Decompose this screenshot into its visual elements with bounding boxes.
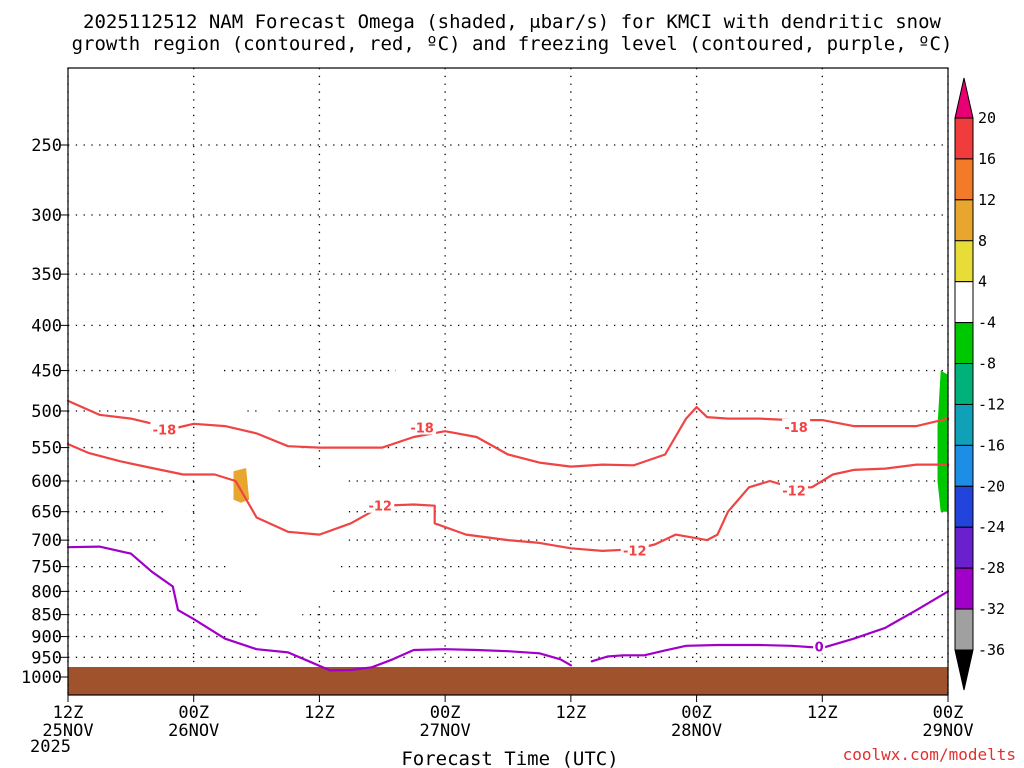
- colorbar-segment: [954, 403, 974, 446]
- contour-label-bg: [782, 418, 811, 434]
- y-tick-label: 500: [31, 402, 62, 422]
- colorbar-tick-label: -16: [978, 436, 1005, 454]
- x-tick-label-date: 29NOV: [922, 721, 973, 741]
- x-tick-label-time: 00Z: [430, 703, 461, 723]
- colorbar-tick-label: -4: [978, 314, 996, 332]
- y-tick-label: 350: [31, 265, 62, 285]
- y-tick-label: 1000: [21, 668, 62, 688]
- contour-label: -12: [782, 484, 806, 499]
- y-tick-label: 850: [31, 606, 62, 626]
- colorbar-segment: [954, 117, 974, 160]
- y-tick-label: 800: [31, 582, 62, 602]
- colorbar-tick-label: 8: [978, 232, 987, 250]
- omega-region: [172, 574, 186, 620]
- x-tick-label-time: 00Z: [178, 703, 209, 723]
- colorbar-segment: [954, 444, 974, 487]
- contour-label: -12: [623, 544, 647, 559]
- surface-ground: [68, 667, 948, 695]
- freezing-level-contour-line: [66, 545, 573, 672]
- y-tick-label: 450: [31, 362, 62, 382]
- colorbar-segment: [954, 526, 974, 569]
- y-tick-label: 550: [31, 439, 62, 459]
- plot-area: -18 -18 -18 -12 -12 -12 0: [66, 67, 950, 696]
- colorbar-tick-label: -32: [978, 600, 1005, 618]
- contour-labels: -18 -18 -18 -12 -12 -12 0: [150, 418, 826, 656]
- contour-label-bg: [813, 638, 826, 654]
- plot-frame: [67, 67, 949, 696]
- colorbar-segment: [954, 485, 974, 528]
- omega-region: [195, 334, 349, 624]
- omega-region: [233, 468, 250, 503]
- contour-label: -18: [784, 421, 808, 436]
- colorbar-tick-label: -36: [978, 641, 1005, 659]
- colorbar-tick-label: 12: [978, 191, 996, 209]
- colorbar-tick-label: -12: [978, 395, 1005, 413]
- colorbar-tick-label: -20: [978, 477, 1005, 495]
- colorbar-segment: [954, 322, 974, 365]
- chart-title-line-1: 2025112512 NAM Forecast Omega (shaded, μ…: [83, 11, 941, 33]
- freezing-level-contours: [66, 545, 950, 672]
- chart-title-line-2: growth region (contoured, red, ºC) and f…: [72, 33, 953, 55]
- x-tick-label-time: 12Z: [807, 703, 838, 723]
- colorbar-segment: [954, 240, 974, 283]
- y-axis: 2503003504004505005506006507007508008509…: [21, 136, 68, 688]
- colorbar-segment: [954, 608, 974, 651]
- colorbar-bottom-arrow: [954, 649, 974, 691]
- colorbar-segment: [954, 567, 974, 610]
- gridlines: [67, 68, 949, 695]
- colorbar-tick-label: -24: [978, 518, 1005, 536]
- contour-label-bg: [408, 419, 437, 435]
- colorbar-segment: [954, 158, 974, 201]
- omega-shading: [159, 334, 948, 624]
- x-tick-label-time: 12Z: [555, 703, 586, 723]
- contour-label: -18: [410, 422, 434, 437]
- surface-layer: [68, 667, 948, 695]
- y-tick-label: 650: [31, 503, 62, 523]
- contour-label: -18: [153, 424, 177, 439]
- x-tick-label-date: 27NOV: [420, 721, 471, 741]
- contour-label-bg: [366, 497, 395, 513]
- y-tick-label: 250: [31, 136, 62, 156]
- freezing-level-contour-line: [590, 590, 950, 663]
- y-tick-label: 400: [31, 316, 62, 336]
- y-tick-label: 300: [31, 206, 62, 226]
- x-tick-label-time: 12Z: [304, 703, 335, 723]
- contour-label-bg: [620, 542, 649, 558]
- y-tick-label: 700: [31, 531, 62, 551]
- colorbar-segment: [954, 199, 974, 242]
- x-axis-title: Forecast Time (UTC): [401, 748, 618, 768]
- colorbar-tick-label: -8: [978, 355, 996, 373]
- x-tick-label-time: 00Z: [681, 703, 712, 723]
- colorbar-segment: [954, 281, 974, 324]
- x-tick-label-date: 26NOV: [168, 721, 219, 741]
- omega-region: [159, 468, 187, 562]
- contour-label-bg: [780, 482, 808, 498]
- colorbar-tick-label: 16: [978, 150, 996, 168]
- colorbar: 20 16 12 8 4 -4 -8 -12 -16 -20 -24 -28 -32 -36: [954, 77, 1005, 691]
- x-tick-label-time: 12Z: [53, 703, 84, 723]
- y-tick-label: 950: [31, 648, 62, 668]
- colorbar-segment: [954, 363, 974, 405]
- x-tick-label-date: 25NOV: [42, 721, 93, 741]
- contour-label: 0: [815, 641, 824, 656]
- y-tick-label: 600: [31, 472, 62, 492]
- contour-label-bg: [150, 421, 179, 437]
- colorbar-top-arrow: [954, 77, 974, 119]
- omega-region: [937, 370, 948, 512]
- x-tick-label-date: 28NOV: [671, 721, 722, 741]
- contour-label: -12: [368, 500, 392, 515]
- omega-region: [395, 334, 411, 404]
- year-label: 2025: [30, 737, 71, 757]
- colorbar-tick-label: 20: [978, 109, 996, 127]
- y-tick-label: 750: [31, 558, 62, 578]
- x-tick-label-time: 00Z: [933, 703, 964, 723]
- credit-text: coolwx.com/modelts: [843, 745, 1016, 764]
- colorbar-tick-label: -28: [978, 559, 1005, 577]
- colorbar-tick-label: 4: [978, 273, 987, 291]
- y-tick-label: 900: [31, 628, 62, 648]
